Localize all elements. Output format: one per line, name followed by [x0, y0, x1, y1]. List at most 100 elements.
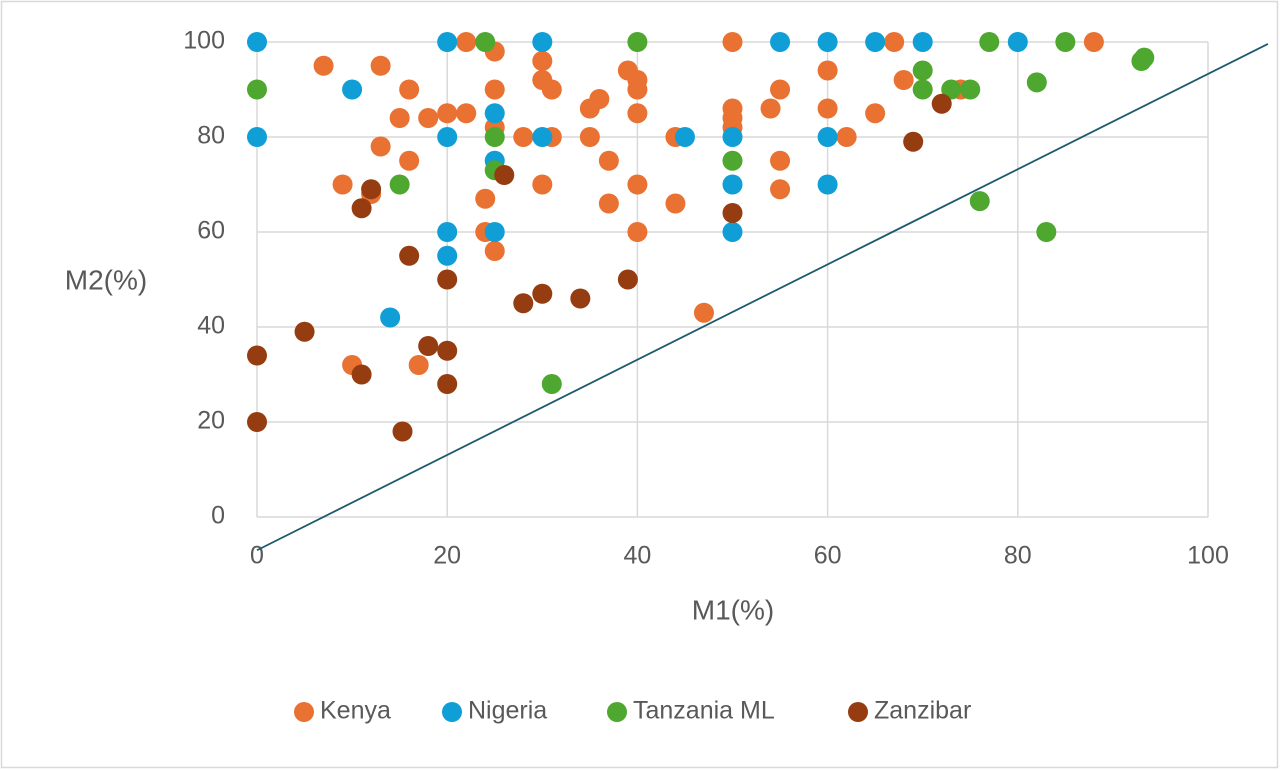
scatter-point [513, 127, 534, 147]
legend-label: Nigeria [468, 697, 547, 725]
scatter-point [437, 269, 458, 290]
scatter-point [627, 174, 648, 195]
scatter-point [817, 174, 838, 195]
scatter-point [960, 79, 981, 100]
scatter-point [437, 245, 458, 266]
scatter-point [598, 150, 619, 171]
y-tick-label: 40 [197, 312, 225, 340]
scatter-point [370, 55, 391, 76]
scatter-point [437, 127, 458, 147]
scatter-point [456, 32, 477, 52]
scatter-point [532, 283, 553, 304]
scatter-point [484, 222, 505, 242]
scatter-point [817, 98, 838, 119]
y-tick-label: 80 [197, 122, 225, 150]
scatter-point [903, 131, 924, 152]
scatter-point [770, 150, 791, 171]
scatter-point [389, 108, 410, 128]
scatter-point [399, 150, 420, 171]
scatter-point [361, 179, 382, 200]
scatter-point [722, 150, 743, 171]
scatter-point [399, 79, 420, 100]
legend-marker [607, 702, 627, 722]
y-tick-label: 60 [197, 217, 225, 245]
scatter-point [437, 340, 458, 361]
scatter-point [1083, 32, 1104, 52]
scatter-point [392, 421, 413, 442]
scatter-point [1036, 222, 1057, 242]
scatter-point [770, 179, 791, 200]
scatter-point [484, 103, 505, 124]
scatter-point [342, 79, 363, 100]
scatter-point [532, 32, 553, 52]
legend-label: Kenya [320, 697, 391, 725]
scatter-point [817, 127, 838, 147]
scatter-point [418, 108, 439, 128]
scatter-point [770, 32, 791, 52]
scatter-point [912, 79, 933, 100]
scatter-point [722, 127, 743, 147]
scatter-point [912, 60, 933, 81]
x-tick-label: 60 [814, 542, 842, 570]
scatter-point [570, 288, 591, 309]
y-tick-label: 0 [211, 502, 225, 530]
scatter-point [579, 127, 600, 147]
scatter-point [817, 32, 838, 52]
scatter-point [836, 127, 857, 147]
scatter-point [627, 222, 648, 242]
scatter-point [865, 32, 886, 52]
scatter-point [760, 98, 781, 119]
scatter-point [399, 245, 420, 266]
scatter-point [722, 203, 743, 223]
scatter-point [513, 293, 534, 314]
scatter-point [532, 174, 553, 195]
scatter-point [456, 103, 477, 124]
scatter-point [380, 307, 401, 328]
scatter-point [912, 32, 933, 52]
x-tick-label: 80 [1004, 542, 1032, 570]
scatter-point [722, 222, 743, 242]
x-axis-label: M1(%) [692, 594, 774, 625]
scatter-point [351, 364, 372, 385]
scatter-point [484, 241, 505, 261]
scatter-point [532, 51, 553, 71]
y-tick-label: 100 [183, 27, 225, 55]
scatter-point [247, 127, 267, 147]
x-tick-label: 100 [1187, 542, 1229, 570]
scatter-point [247, 412, 267, 432]
scatter-point [532, 127, 553, 147]
scatter-point [541, 79, 562, 100]
scatter-point [247, 32, 267, 52]
scatter-point [247, 345, 267, 366]
legend-marker [294, 702, 314, 722]
scatter-point [627, 103, 648, 124]
scatter-point [313, 55, 334, 76]
scatter-point [627, 32, 648, 52]
scatter-point [770, 79, 791, 100]
scatter-point [437, 103, 458, 124]
scatter-point [1007, 32, 1028, 52]
scatter-point [589, 89, 610, 109]
scatter-point [931, 93, 952, 114]
x-tick-label: 0 [250, 542, 264, 570]
scatter-point [598, 193, 619, 214]
scatter-point [484, 79, 505, 100]
scatter-point [541, 374, 562, 394]
scatter-point [969, 191, 990, 212]
reference-line [256, 43, 1269, 552]
scatter-point [437, 32, 458, 52]
scatter-point [475, 188, 496, 209]
legend-label: Zanzibar [874, 697, 971, 725]
scatter-point [979, 32, 1000, 52]
scatter-point [332, 174, 353, 195]
scatter-point [408, 355, 429, 375]
scatter-point [665, 193, 686, 214]
x-tick-label: 40 [623, 542, 651, 570]
scatter-point [389, 174, 410, 195]
scatter-point [617, 269, 638, 290]
scatter-point [494, 165, 515, 185]
scatter-point [1026, 72, 1047, 93]
scatter-point [941, 79, 962, 100]
